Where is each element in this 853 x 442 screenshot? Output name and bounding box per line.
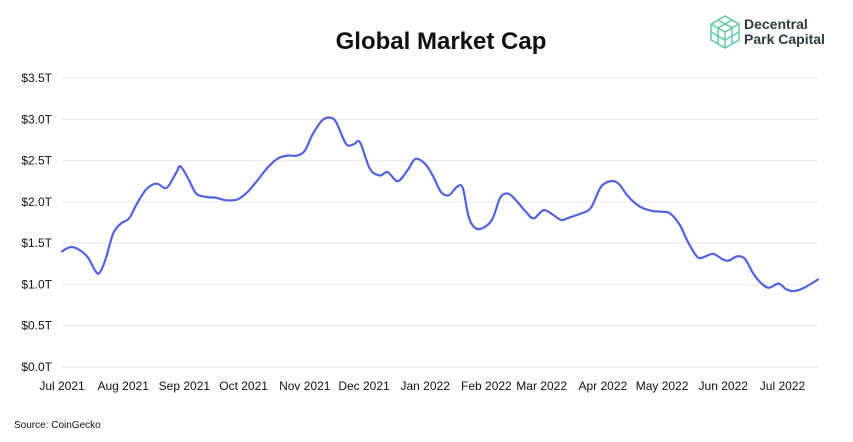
x-tick-label: Apr 2022 xyxy=(578,379,627,393)
brand-logo: Decentral Park Capital xyxy=(710,15,825,49)
x-tick-label: Oct 2021 xyxy=(219,379,268,393)
brand-name-line1: Decentral xyxy=(744,16,808,32)
x-tick-label: May 2022 xyxy=(636,379,689,393)
y-tick-label: $0.0T xyxy=(21,360,52,374)
y-tick-label: $1.0T xyxy=(21,277,52,291)
brand-name-line2: Park Capital xyxy=(744,31,825,47)
x-axis-ticks: Jul 2021 Aug 2021 Sep 2021 Oct 2021 Nov 2021… xyxy=(39,379,805,393)
series-line-0 xyxy=(60,116,820,293)
x-tick-label: Jan 2022 xyxy=(401,379,451,393)
x-tick-label: Aug 2021 xyxy=(97,379,149,393)
x-tick-label: Jun 2022 xyxy=(699,379,749,393)
x-tick-label: Nov 2021 xyxy=(279,379,331,393)
x-tick-label: Jul 2021 xyxy=(39,379,85,393)
x-tick-label: Dec 2021 xyxy=(338,379,390,393)
y-tick-label: $2.0T xyxy=(21,195,52,209)
y-tick-label: $1.5T xyxy=(21,236,52,250)
x-tick-label: Sep 2021 xyxy=(159,379,211,393)
isometric-cube-grid-icon xyxy=(710,15,740,49)
source-note: Source: CoinGecko xyxy=(14,420,101,431)
y-tick-label: $0.5T xyxy=(21,319,52,333)
gridlines xyxy=(62,77,818,368)
y-tick-label: $3.5T xyxy=(21,71,52,85)
x-tick-label: Feb 2022 xyxy=(461,379,512,393)
x-tick-label: Mar 2022 xyxy=(516,379,567,393)
y-axis-ticks: $0.0T $0.5T $1.0T $1.5T $2.0T $2.5T $3.0T $3.5T xyxy=(21,71,52,374)
y-tick-label: $2.5T xyxy=(21,154,52,168)
x-tick-label: Jul 2022 xyxy=(760,379,806,393)
y-tick-label: $3.0T xyxy=(21,112,52,126)
chart-title: Global Market Cap xyxy=(336,28,547,55)
series-layer xyxy=(60,116,820,293)
